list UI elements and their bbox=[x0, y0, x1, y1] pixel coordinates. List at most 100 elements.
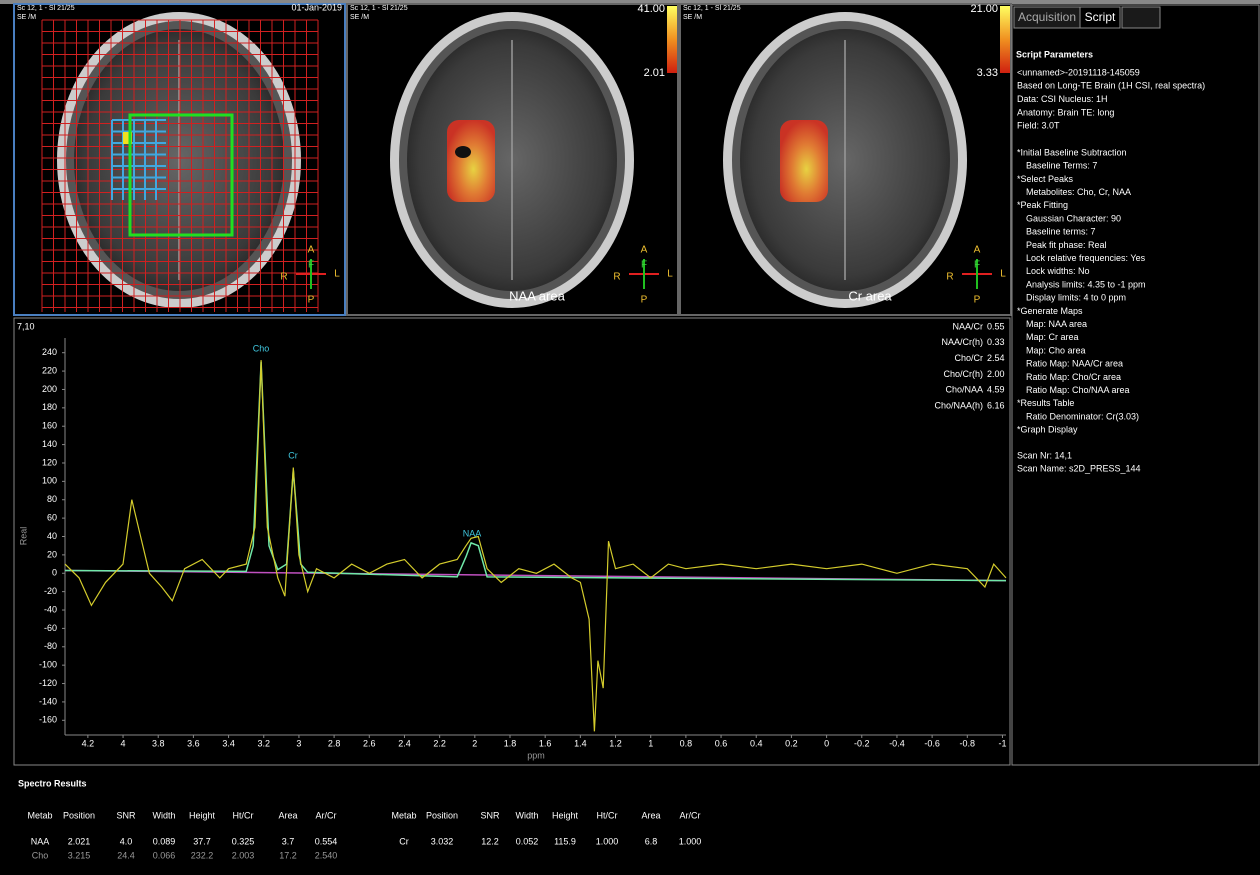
column-header: Ar/Cr bbox=[316, 810, 337, 820]
x-tick-label: 3.4 bbox=[222, 738, 235, 748]
result-cell: 3.215 bbox=[68, 850, 91, 860]
map-hole bbox=[455, 146, 471, 158]
script-item: Baseline Terms: 7 bbox=[1026, 161, 1097, 171]
script-item: Display limits: 4 to 0 ppm bbox=[1026, 293, 1126, 303]
result-cell: 17.2 bbox=[279, 850, 297, 860]
y-tick-label: 140 bbox=[42, 439, 57, 449]
script-line: <unnamed>-20191118-145059 bbox=[1017, 67, 1140, 77]
ratio-value: 4.59 bbox=[987, 385, 1005, 395]
ratio-name: Cho/Cr bbox=[954, 353, 983, 363]
peak-label: Cho bbox=[253, 343, 270, 353]
result-cell: 1.000 bbox=[596, 836, 619, 846]
spectrum-panel bbox=[13, 317, 1011, 766]
y-tick-label: -20 bbox=[44, 586, 57, 596]
x-tick-label: 4.2 bbox=[82, 738, 95, 748]
script-item: Map: Cho area bbox=[1026, 345, 1086, 355]
metabolite-map bbox=[780, 120, 828, 202]
y-tick-label: 160 bbox=[42, 421, 57, 431]
x-tick-label: -1 bbox=[998, 738, 1006, 748]
script-item: Lock widths: No bbox=[1026, 266, 1090, 276]
y-tick-label: 180 bbox=[42, 402, 57, 412]
ratio-name: Cho/Cr(h) bbox=[943, 369, 983, 379]
ratio-value: 2.00 bbox=[987, 369, 1005, 379]
y-tick-label: 220 bbox=[42, 365, 57, 375]
x-tick-label: 3.2 bbox=[257, 738, 270, 748]
orientation-label: L bbox=[1000, 269, 1006, 280]
script-item: Lock relative frequencies: Yes bbox=[1026, 253, 1146, 263]
column-header: Area bbox=[278, 810, 297, 820]
column-header: Ar/Cr bbox=[680, 810, 701, 820]
result-cell: 0.066 bbox=[153, 850, 176, 860]
orientation-label: A bbox=[641, 245, 648, 256]
colorbar-min: 3.33 bbox=[977, 67, 998, 79]
x-tick-label: 2.4 bbox=[398, 738, 411, 748]
y-tick-label: -80 bbox=[44, 641, 57, 651]
result-cell: 0.052 bbox=[516, 836, 539, 846]
colorbar bbox=[1000, 6, 1010, 73]
y-tick-label: 0 bbox=[52, 568, 57, 578]
result-cell: 232.2 bbox=[191, 850, 214, 860]
result-cell: 2.021 bbox=[68, 836, 91, 846]
column-header: Height bbox=[189, 810, 216, 820]
script-item: Ratio Map: Cho/Cr area bbox=[1026, 372, 1121, 382]
script-panel bbox=[1011, 4, 1260, 766]
y-tick-label: 100 bbox=[42, 476, 57, 486]
column-header: Area bbox=[641, 810, 660, 820]
x-tick-label: 0 bbox=[824, 738, 829, 748]
map-label: Cr area bbox=[848, 288, 892, 303]
column-header: Ht/Cr bbox=[597, 810, 618, 820]
x-tick-label: 2.2 bbox=[433, 738, 446, 748]
column-header: Metab bbox=[391, 810, 416, 820]
script-step: *Select Peaks bbox=[1017, 174, 1074, 184]
x-tick-label: 1.2 bbox=[609, 738, 622, 748]
x-tick-label: 0.8 bbox=[680, 738, 693, 748]
result-cell: 3.032 bbox=[431, 836, 454, 846]
x-tick-label: 1.6 bbox=[539, 738, 552, 748]
script-step: *Peak Fitting bbox=[1017, 200, 1068, 210]
script-step: *Graph Display bbox=[1017, 425, 1078, 435]
y-tick-label: -40 bbox=[44, 604, 57, 614]
result-cell: 2.003 bbox=[232, 850, 255, 860]
orientation-label: F bbox=[641, 260, 647, 271]
script-item: Map: NAA area bbox=[1026, 319, 1087, 329]
orientation-label: P bbox=[308, 295, 315, 306]
x-tick-label: 1 bbox=[648, 738, 653, 748]
tab[interactable] bbox=[1079, 6, 1121, 29]
colorbar-min: 2.01 bbox=[644, 67, 665, 79]
map-label: NAA area bbox=[509, 288, 565, 303]
result-cell: NAA bbox=[31, 836, 50, 846]
result-cell: 37.7 bbox=[193, 836, 211, 846]
column-header: Ht/Cr bbox=[233, 810, 254, 820]
x-tick-label: 1.4 bbox=[574, 738, 587, 748]
x-tick-label: 0.2 bbox=[785, 738, 798, 748]
result-cell: Cho bbox=[32, 850, 49, 860]
date: 01-Jan-2019 bbox=[291, 2, 342, 12]
tab[interactable] bbox=[1121, 6, 1161, 29]
ratio-name: NAA/Cr(h) bbox=[941, 337, 983, 347]
result-cell: 12.2 bbox=[481, 836, 499, 846]
series-info: SE /M bbox=[683, 14, 702, 21]
script-step: *Generate Maps bbox=[1017, 306, 1083, 316]
series-info: Sc 12, 1 - Sl 21/25 bbox=[350, 5, 408, 12]
script-item: Metabolites: Cho, Cr, NAA bbox=[1026, 187, 1131, 197]
script-item: Peak fit phase: Real bbox=[1026, 240, 1107, 250]
peak-label: NAA bbox=[463, 528, 482, 538]
tab-label: Acquisition bbox=[1018, 10, 1076, 24]
metabolite-map bbox=[447, 120, 495, 202]
ratio-name: Cho/NAA(h) bbox=[934, 400, 983, 410]
script-step: *Initial Baseline Subtraction bbox=[1017, 147, 1127, 157]
colorbar-max: 21.00 bbox=[970, 3, 998, 15]
column-header: Width bbox=[152, 810, 175, 820]
x-tick-label: -0.8 bbox=[960, 738, 976, 748]
orientation-label: L bbox=[334, 269, 340, 280]
script-item: Map: Cr area bbox=[1026, 332, 1079, 342]
series-info: SE /M bbox=[17, 14, 36, 21]
x-tick-label: 0.4 bbox=[750, 738, 763, 748]
script-item: Ratio Denominator: Cr(3.03) bbox=[1026, 411, 1139, 421]
result-cell: 0.089 bbox=[153, 836, 176, 846]
y-tick-label: 120 bbox=[42, 457, 57, 467]
x-tick-label: -0.2 bbox=[854, 738, 870, 748]
colorbar-max: 41.00 bbox=[637, 3, 665, 15]
ratio-value: 2.54 bbox=[987, 353, 1005, 363]
